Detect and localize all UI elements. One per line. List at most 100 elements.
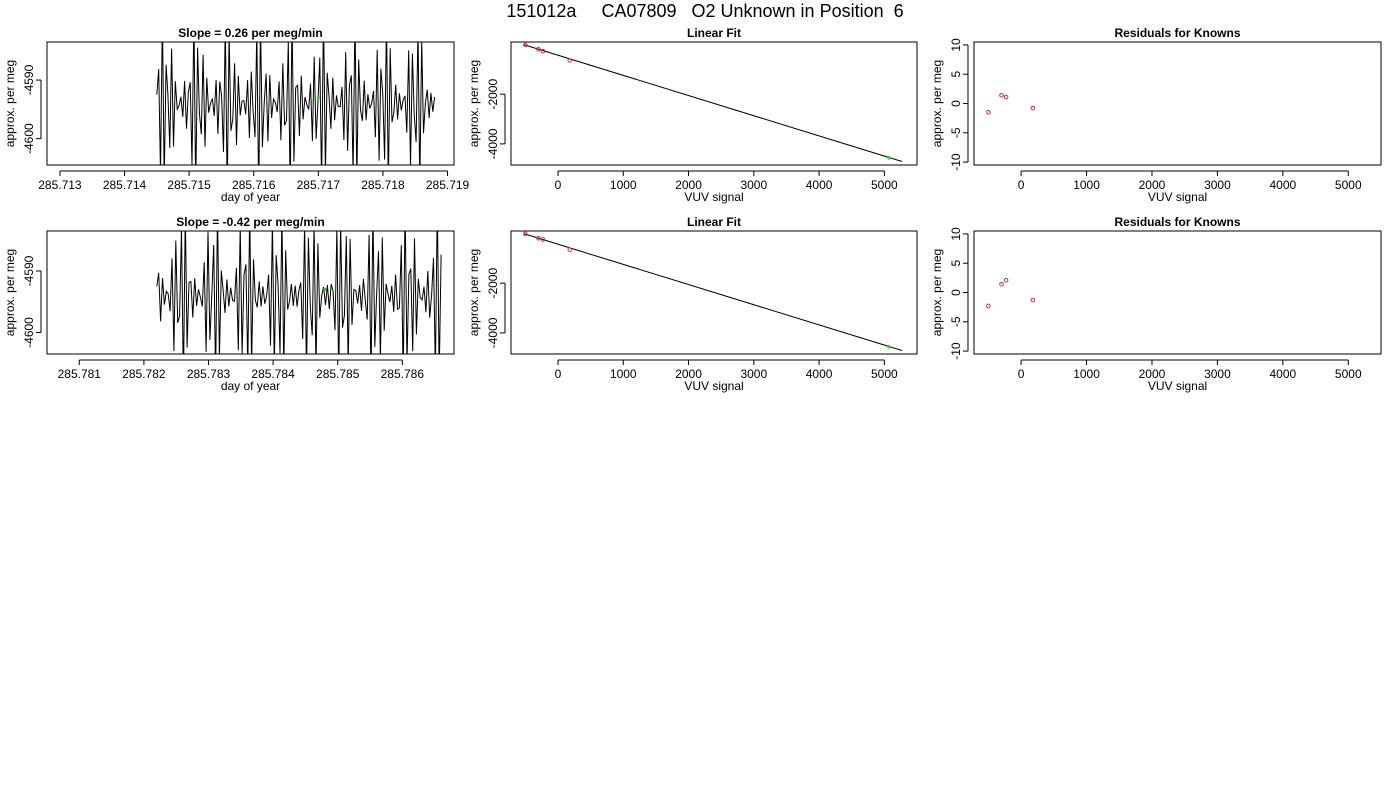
y-axis-label: approx. per meg [930, 60, 944, 147]
x-tick-label: 285.716 [232, 178, 276, 192]
plot-title: Residuals for Knowns [1114, 215, 1240, 229]
y-tick-label: -10 [949, 342, 963, 360]
y-tick-label: -2000 [486, 79, 500, 110]
y-axis-label: approx. per meg [467, 60, 481, 147]
plot-content [523, 42, 903, 162]
plot-content [156, 231, 442, 354]
signal-trace [156, 42, 436, 165]
y-axis-label: approx. per meg [3, 249, 17, 336]
plot-content [986, 93, 1036, 115]
x-tick-label: 2000 [675, 367, 702, 381]
y-tick-label: -10 [949, 153, 963, 171]
y-tick-label: -4600 [22, 317, 36, 348]
plot-frame [46, 41, 455, 166]
x-axis-label: VUV signal [684, 379, 743, 393]
plot-frame [510, 41, 918, 166]
x-tick-label: 3000 [1204, 367, 1231, 381]
y-tick-label: -4000 [486, 128, 500, 159]
x-tick-label: 2000 [675, 178, 702, 192]
x-tick-label: 1000 [610, 178, 637, 192]
plot-frame [973, 41, 1382, 166]
known-point [1030, 105, 1036, 111]
x-tick-label: 4000 [1269, 178, 1296, 192]
signal-trace [156, 231, 442, 354]
x-tick-label: 285.714 [103, 178, 147, 192]
y-tick-label: -5 [949, 127, 963, 138]
y-tick-label: 10 [949, 38, 963, 52]
x-tick-label: 4000 [806, 178, 833, 192]
x-tick-label: 3000 [740, 178, 767, 192]
fit-line [523, 44, 903, 162]
plot-content [986, 277, 1036, 309]
x-tick-label: 285.783 [187, 367, 231, 381]
x-tick-label: 285.786 [381, 367, 425, 381]
x-tick-label: 285.715 [167, 178, 211, 192]
known-point [1030, 297, 1036, 303]
x-axis-label: day of year [221, 190, 280, 204]
known-point [1003, 94, 1009, 100]
known-point [1003, 277, 1009, 283]
x-tick-label: 1000 [1073, 178, 1100, 192]
plot-title: Residuals for Knowns [1114, 26, 1240, 40]
x-tick-label: 5000 [871, 178, 898, 192]
x-tick-label: 285.713 [38, 178, 82, 192]
plot-panel-3: Residuals for Knowns 0 1000 2000 3000 4000 500… [930, 26, 1382, 204]
known-point [567, 247, 573, 252]
x-axis-label: day of year [221, 379, 280, 393]
x-tick-label: 3000 [1204, 178, 1231, 192]
y-tick-label: 10 [949, 227, 963, 241]
x-tick-label: 285.718 [361, 178, 405, 192]
x-tick-label: 5000 [871, 367, 898, 381]
x-tick-label: 3000 [740, 367, 767, 381]
x-tick-label: 2000 [1139, 367, 1166, 381]
unknown-point [316, 96, 320, 100]
x-tick-label: 285.785 [316, 367, 360, 381]
x-tick-label: 1000 [1073, 367, 1100, 381]
y-tick-label: 0 [949, 100, 963, 107]
known-point [536, 235, 541, 241]
known-point [986, 303, 991, 309]
x-tick-label: 5000 [1335, 178, 1362, 192]
x-tick-label: 285.717 [297, 178, 341, 192]
x-tick-label: 1000 [610, 367, 637, 381]
x-tick-label: 0 [1018, 178, 1025, 192]
unknown-point [323, 287, 327, 292]
fit-line [523, 233, 903, 351]
x-tick-label: 4000 [806, 367, 833, 381]
plot-title: Linear Fit [687, 215, 741, 229]
y-tick-label: -4000 [486, 317, 500, 348]
y-tick-label: -5 [949, 316, 963, 327]
y-tick-label: -4590 [22, 64, 36, 95]
y-axis-label: approx. per meg [3, 60, 17, 147]
y-axis-label: approx. per meg [930, 249, 944, 336]
y-tick-label: -4600 [22, 123, 36, 154]
x-tick-label: 0 [555, 367, 562, 381]
known-point [999, 282, 1004, 287]
page-title: 151012a CA07809 O2 Unknown in Position 6 [506, 1, 904, 21]
x-tick-label: 285.784 [251, 367, 295, 381]
known-point [567, 58, 573, 63]
plot-panel-6: Residuals for Knowns 0 1000 2000 3000 4000 500… [930, 215, 1382, 393]
plot-panel-2: Linear Fit 0 1000 2000 3000 4000 5000 VUV signa… [467, 26, 918, 204]
y-axis-label: approx. per meg [467, 249, 481, 336]
y-tick-label: 5 [949, 71, 963, 78]
known-point [523, 42, 528, 48]
plot-frame [510, 230, 918, 355]
plot-panel-5: Linear Fit 0 1000 2000 3000 4000 5000 VUV signa… [467, 215, 918, 393]
x-tick-label: 0 [1018, 367, 1025, 381]
x-tick-label: 0 [555, 178, 562, 192]
plot-frame [46, 230, 455, 355]
y-tick-label: 0 [949, 289, 963, 296]
x-tick-label: 285.782 [122, 367, 166, 381]
plot-title: Slope = -0.42 per meg/min [176, 215, 324, 229]
known-point [523, 231, 528, 237]
plot-title: Slope = 0.26 per meg/min [178, 26, 322, 40]
known-point [540, 237, 546, 242]
x-tick-label: 285.719 [426, 178, 470, 192]
y-tick-label: -2000 [486, 268, 500, 299]
x-tick-label: 285.781 [58, 367, 102, 381]
x-tick-label: 2000 [1139, 178, 1166, 192]
known-point [540, 48, 546, 54]
plot-frame [973, 230, 1382, 355]
